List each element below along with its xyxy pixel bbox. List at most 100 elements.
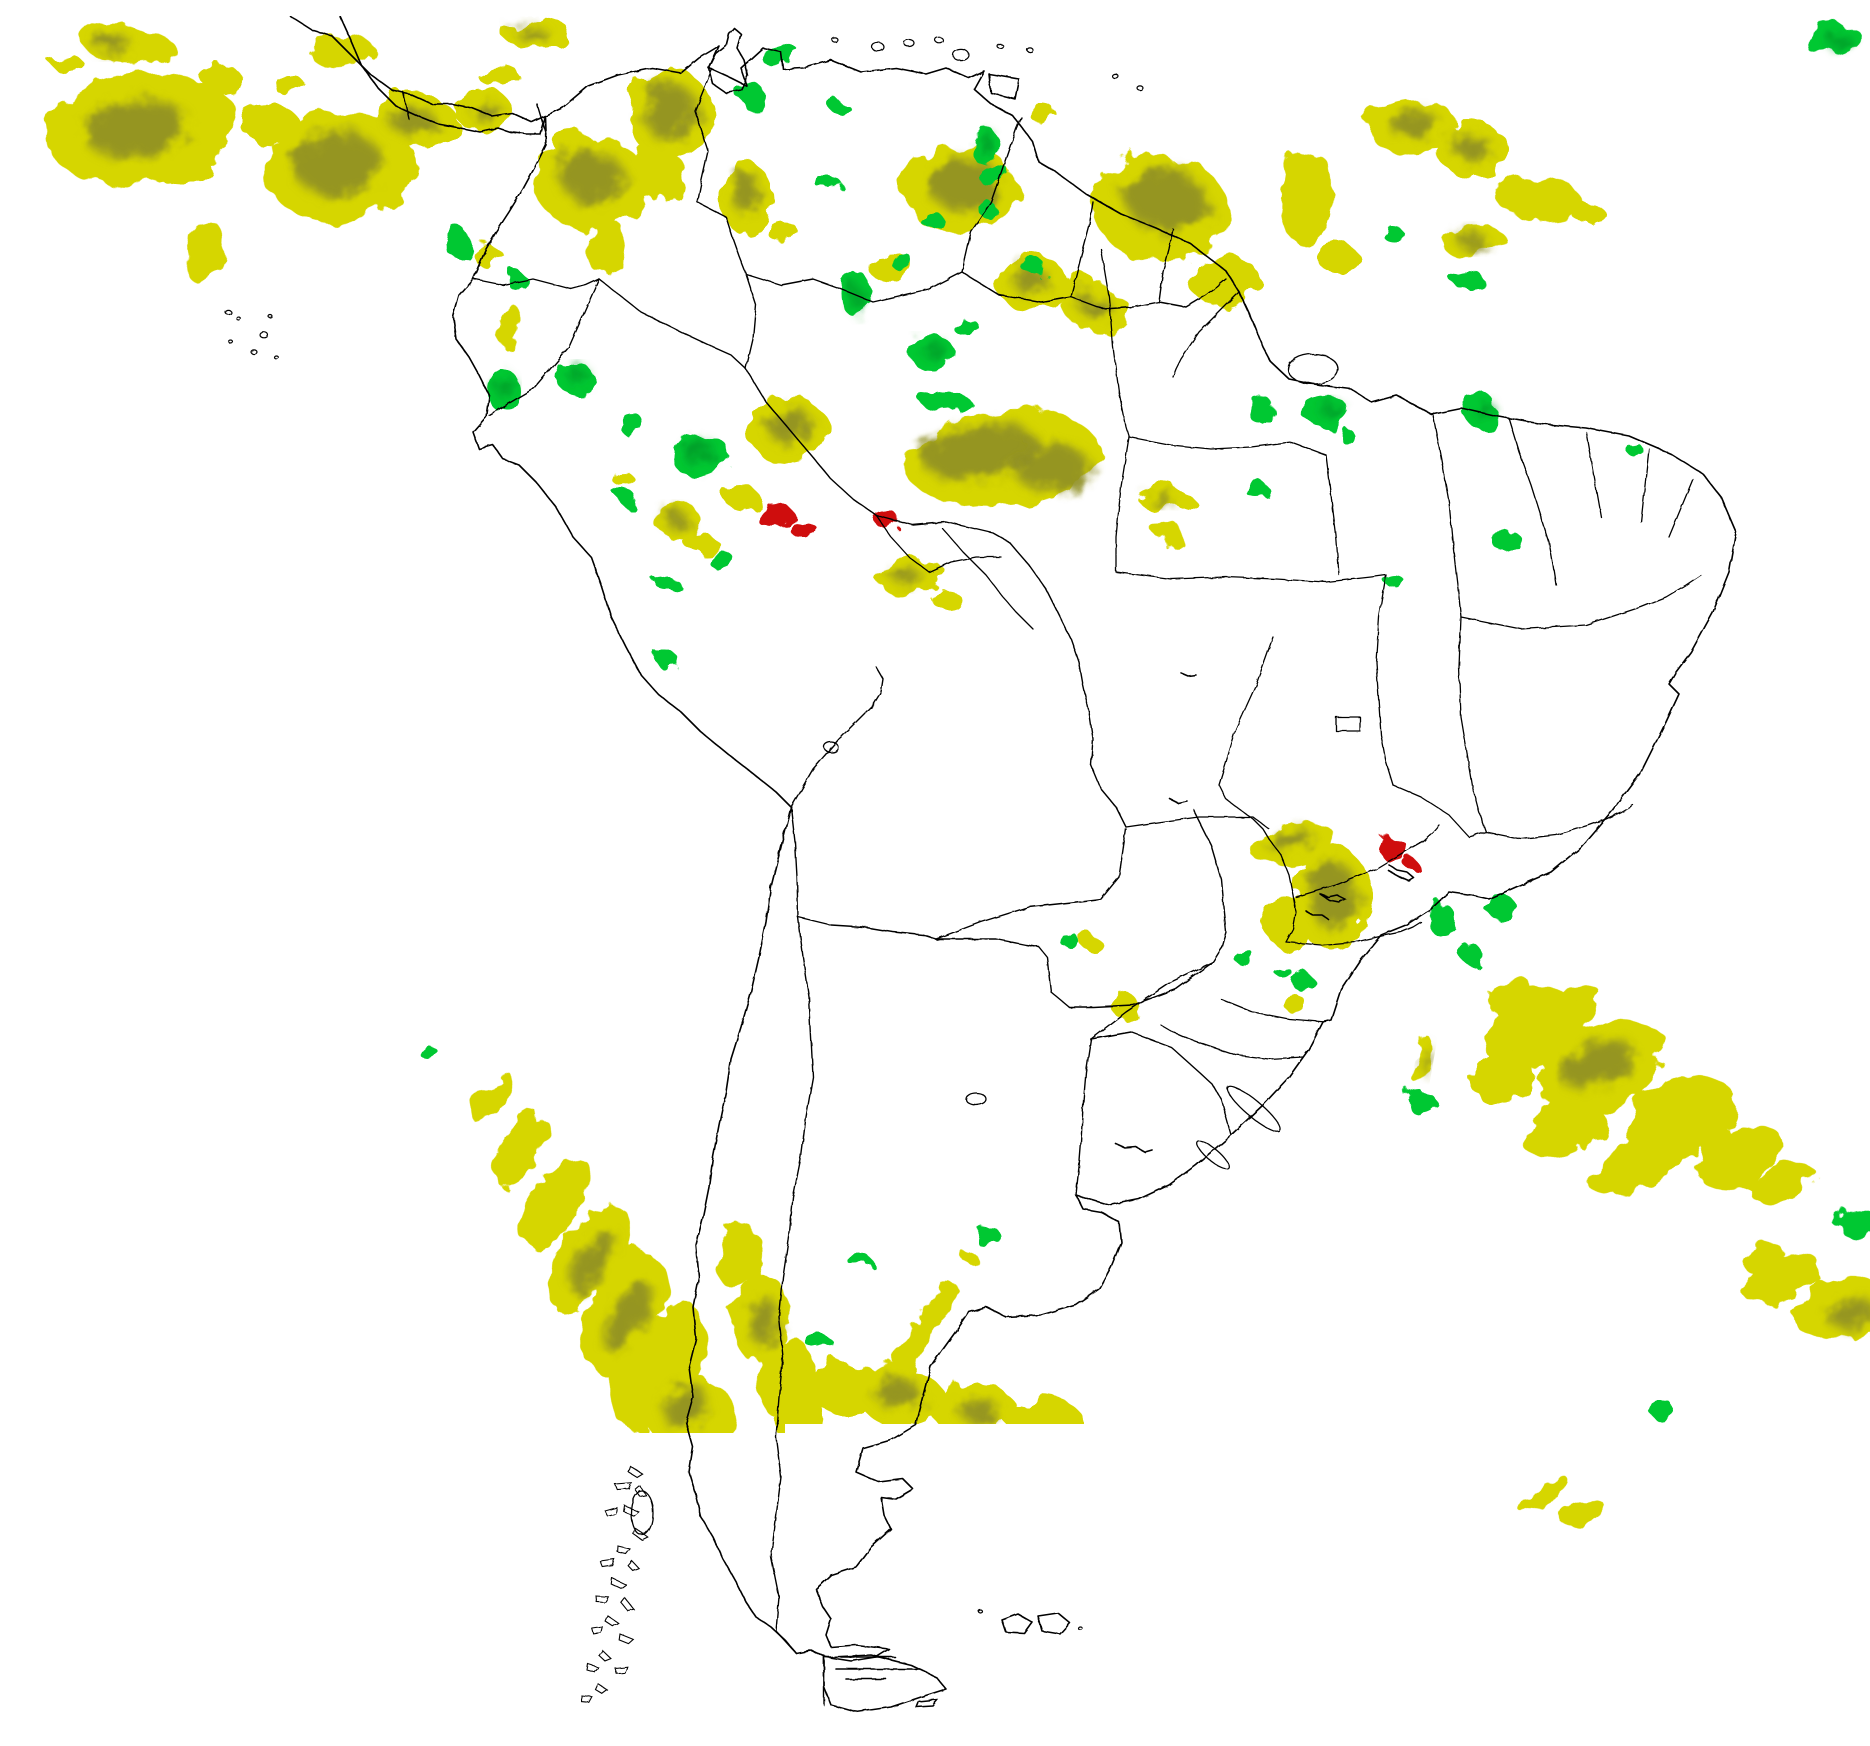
state-border — [1295, 824, 1440, 898]
rain-cell-green — [979, 166, 1013, 188]
rain-cell-green — [808, 1336, 834, 1352]
fjord-island-outline — [599, 1558, 615, 1568]
coastline — [289, 16, 546, 123]
river-lake-line — [1305, 910, 1329, 920]
country-border — [1070, 201, 1094, 298]
country-border — [472, 278, 600, 290]
small-island-outline — [224, 309, 232, 315]
state-border — [1585, 431, 1602, 518]
country-border — [598, 278, 747, 370]
storm-cell-red — [1402, 857, 1416, 867]
cloud-blob-yellow — [1282, 993, 1304, 1011]
rain-cell-green — [421, 1047, 439, 1061]
small-island-outline — [934, 36, 944, 44]
river-lake-line — [1388, 864, 1415, 882]
cloud-core-olive — [892, 568, 920, 584]
state-border — [1160, 1024, 1304, 1060]
rain-cell-green — [1249, 395, 1273, 425]
cloud-core-olive — [1829, 1298, 1870, 1328]
state-border — [1128, 436, 1327, 456]
rain-cell-green — [509, 274, 529, 292]
fjord-island-outline — [594, 1683, 608, 1694]
fjord-island-outline — [586, 1663, 599, 1673]
coast-and-border-layer — [224, 16, 1737, 1713]
rain-cell-green — [1648, 1400, 1674, 1418]
state-border — [1460, 574, 1702, 630]
fjord-island-outline — [614, 1482, 633, 1491]
cloud-blob-yellow — [471, 1073, 513, 1123]
rain-cell-green — [1627, 443, 1643, 457]
fjord-island-outline — [627, 1560, 641, 1572]
rain-core-darkgreen — [1320, 403, 1342, 417]
fjord-island-outline — [617, 1545, 631, 1555]
rain-cell-green — [922, 391, 970, 413]
cloud-core-olive — [922, 423, 1038, 481]
state-border — [1220, 998, 1327, 1023]
small-island-outline — [250, 349, 258, 355]
cloud-core-olive — [83, 99, 187, 157]
lagoon-outline — [1226, 1085, 1282, 1133]
cloud-blob-yellow — [1560, 1499, 1602, 1525]
cloud-core-olive — [732, 171, 760, 213]
coastline — [339, 16, 546, 135]
rain-cell-green — [1247, 484, 1271, 500]
cloud-blob-yellow — [274, 77, 306, 95]
rain-cell-green — [1292, 973, 1314, 991]
cloud-blob-yellow — [473, 246, 503, 266]
country-border — [1090, 961, 1214, 1040]
fjord-island-outline — [632, 1527, 650, 1541]
country-border — [797, 916, 937, 940]
cloud-layer — [45, 18, 1870, 1525]
cloud-blob-yellow — [1148, 522, 1184, 544]
country-border — [694, 68, 747, 275]
coastline — [1001, 1613, 1033, 1634]
country-border — [1090, 764, 1127, 828]
rain-cell-green — [616, 411, 642, 433]
cloud-core-olive — [1123, 168, 1209, 232]
rain-core-darkgreen — [978, 133, 994, 153]
cloud-blob-yellow — [959, 1253, 981, 1273]
cloud-blob-yellow — [184, 223, 226, 283]
cloud-core-olive — [875, 1379, 921, 1407]
rain-cell-green — [617, 490, 635, 504]
cloud-core-olive — [767, 409, 813, 443]
cloud-core-olive — [1562, 1039, 1634, 1089]
cloud-core-olive — [665, 510, 687, 528]
rain-cell-green — [1384, 575, 1404, 587]
small-island-outline — [259, 331, 269, 339]
scan-cutoff — [360, 1433, 790, 1528]
rain-cell-green — [1275, 966, 1291, 978]
country-border — [745, 368, 877, 516]
coastline — [915, 1699, 939, 1708]
small-island-outline — [236, 316, 242, 322]
rain-cell-green — [1235, 952, 1257, 966]
country-border — [536, 103, 547, 135]
cloud-core-olive — [663, 1384, 707, 1428]
fjord-island-outline — [581, 1695, 594, 1704]
country-border — [1158, 228, 1174, 303]
fjord-island-outline — [614, 1666, 629, 1675]
cloud-blob-yellow — [150, 150, 210, 182]
rain-cell-green — [1835, 1208, 1870, 1236]
cloud-blob-yellow — [891, 1318, 931, 1376]
rain-core-darkgreen — [850, 286, 864, 310]
small-island-outline — [1111, 73, 1119, 79]
rain-core-darkgreen — [496, 375, 512, 397]
coastline — [1037, 1612, 1071, 1635]
state-border — [1285, 921, 1422, 946]
weather-map-figure — [40, 16, 1870, 1730]
small-island-outline — [871, 42, 885, 52]
country-border — [1192, 808, 1227, 963]
cloud-core-olive — [388, 107, 434, 133]
fjord-island-outline — [604, 1506, 618, 1518]
cloud-blob-yellow — [929, 588, 959, 606]
cloud-core-olive — [1452, 135, 1490, 159]
rain-core-darkgreen — [570, 369, 588, 385]
country-border — [745, 271, 963, 303]
small-island-outline — [1136, 85, 1144, 91]
small-island-outline — [1026, 47, 1034, 53]
coastline — [988, 73, 1020, 100]
cloud-blob-yellow — [1752, 1161, 1812, 1205]
state-border — [1485, 804, 1634, 840]
state-border — [1640, 448, 1650, 523]
